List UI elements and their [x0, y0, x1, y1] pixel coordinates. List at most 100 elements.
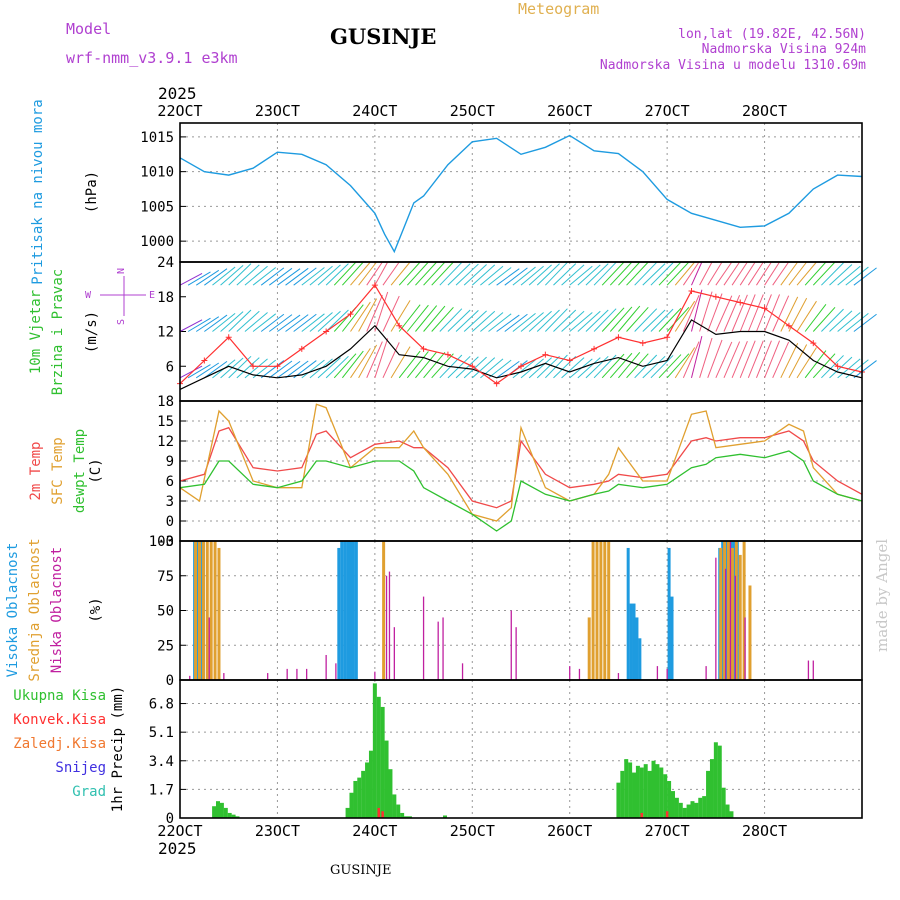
precip-bar-ukupna-kisa [709, 759, 714, 818]
precip-bar-konvek-kisa [640, 812, 644, 818]
gust-marker [810, 340, 817, 347]
precip-bar-ukupna-kisa [651, 760, 656, 818]
wind-barb [406, 261, 429, 286]
cloud-bar-srednja [730, 547, 734, 680]
wind-barb [845, 266, 869, 286]
precip-bar-ukupna-kisa [400, 812, 405, 818]
precip-bar-ukupna-kisa [365, 762, 370, 818]
cloud-bar-visoka [635, 617, 639, 680]
wind-barb [325, 309, 349, 332]
wind-barb [366, 261, 383, 286]
cloud-bar-srednja [587, 617, 591, 680]
gust-marker [396, 322, 403, 329]
wind-barb [398, 261, 421, 286]
top-date-label: 24OCT [352, 102, 397, 120]
cloud-bar-visoka [340, 541, 344, 680]
wind-barb [244, 312, 268, 332]
cloud-bar-niska [569, 666, 571, 680]
y-tick-label: 25 [157, 638, 174, 654]
wind-barb [195, 362, 220, 379]
y-tick-label: 5.1 [149, 725, 174, 741]
model-label: Model [66, 20, 111, 38]
wind-barb [471, 357, 496, 379]
precip-legend-item: Ukupna Kisa [13, 688, 106, 704]
wind-unit: (m/s) [84, 311, 100, 353]
top-date-axis: 22OCT 23OCT 24OCT 25OCT 26OCT 27OCT 28OCT [157, 102, 787, 120]
wind-barb [707, 339, 723, 379]
precip-bar-ukupna-kisa [616, 782, 621, 818]
wind-barb [382, 295, 400, 332]
cloud-bar-niska [223, 673, 225, 680]
wind-barb [528, 310, 552, 332]
wind-barb [536, 309, 560, 332]
wind-barb [642, 263, 666, 286]
bottom-date-label: 24OCT [352, 822, 397, 840]
wind-barb [390, 300, 411, 332]
gust-marker [664, 334, 671, 341]
precip-bar-ukupna-kisa [674, 797, 679, 818]
wind-barb [601, 307, 625, 332]
top-date-label: 22OCT [157, 102, 202, 120]
wind-barb [350, 301, 371, 332]
y-tick-label: 0 [166, 673, 174, 689]
pressure-ylabel: Pritisak na nivou mora [30, 99, 46, 284]
wind-barb [658, 261, 682, 286]
wind-barb [325, 355, 349, 379]
wind-barb [423, 261, 446, 286]
wind-barb [626, 353, 649, 379]
temperature-panel: -3 0 3 6 9 12 15 18 2m Temp SFC Temp dewpt Temp (C) [28, 394, 863, 550]
series-line-brzina [179, 319, 863, 390]
wind-barb [406, 304, 429, 332]
wind-barb [179, 319, 203, 332]
precip-bar-ukupna-kisa [639, 767, 644, 818]
wind-barb [195, 269, 220, 286]
wind-barb [350, 348, 371, 379]
cloud-bar-niska [666, 668, 668, 680]
cloud-bar-srednja [607, 541, 611, 680]
wind-barb [577, 310, 601, 332]
cloud-bar-niska [734, 575, 736, 680]
cloud-bar-niska [578, 668, 581, 680]
wind-barb [309, 265, 333, 286]
gust-marker [639, 340, 646, 347]
cloud-bar-niska [335, 663, 337, 680]
wind-barb [252, 267, 277, 286]
y-tick-label: 100 [149, 534, 174, 550]
compass-west: W [85, 290, 92, 301]
wind-barb [731, 294, 748, 332]
precip-bar-ukupna-kisa [729, 811, 734, 818]
precip-bar-konvek-kisa [665, 811, 669, 818]
wind-barb [682, 295, 700, 332]
precip-legend-item: Konvek.Kisa [13, 712, 106, 728]
wind-barb [341, 350, 364, 379]
cloud-ylabel-3: Niska Oblacnost [49, 547, 65, 673]
wind-barb [796, 300, 817, 332]
cloud-bar-visoka [196, 541, 200, 680]
wind-barb [739, 340, 756, 379]
wind-barb [415, 261, 438, 286]
wind-barb [309, 312, 333, 332]
cloud-bar-niska [306, 668, 308, 680]
wind-barb [618, 261, 641, 286]
cloud-bar-visoka [632, 603, 636, 680]
wind-barb [358, 261, 378, 286]
wind-barb [585, 263, 609, 286]
wind-barb [593, 261, 617, 286]
wind-barb [569, 312, 593, 332]
gust-marker [371, 282, 378, 289]
gust-marker [737, 299, 744, 306]
cloud-bar-niska [724, 568, 727, 680]
precip-bar-ukupna-kisa [624, 759, 629, 818]
wind-barb [236, 264, 260, 286]
cloud-bar-niska [286, 668, 288, 680]
gust-marker [761, 305, 768, 312]
precip-bar-ukupna-kisa [725, 804, 730, 818]
model-name: wrf-nmm_v3.9.1 e3km [66, 49, 238, 67]
wind-barb [220, 264, 244, 286]
wind-barb [301, 313, 325, 332]
wind-barb [431, 353, 454, 379]
cloud-bar-niska [656, 666, 659, 680]
y-tick-label: 9 [166, 454, 174, 470]
wind-barb [593, 308, 617, 332]
